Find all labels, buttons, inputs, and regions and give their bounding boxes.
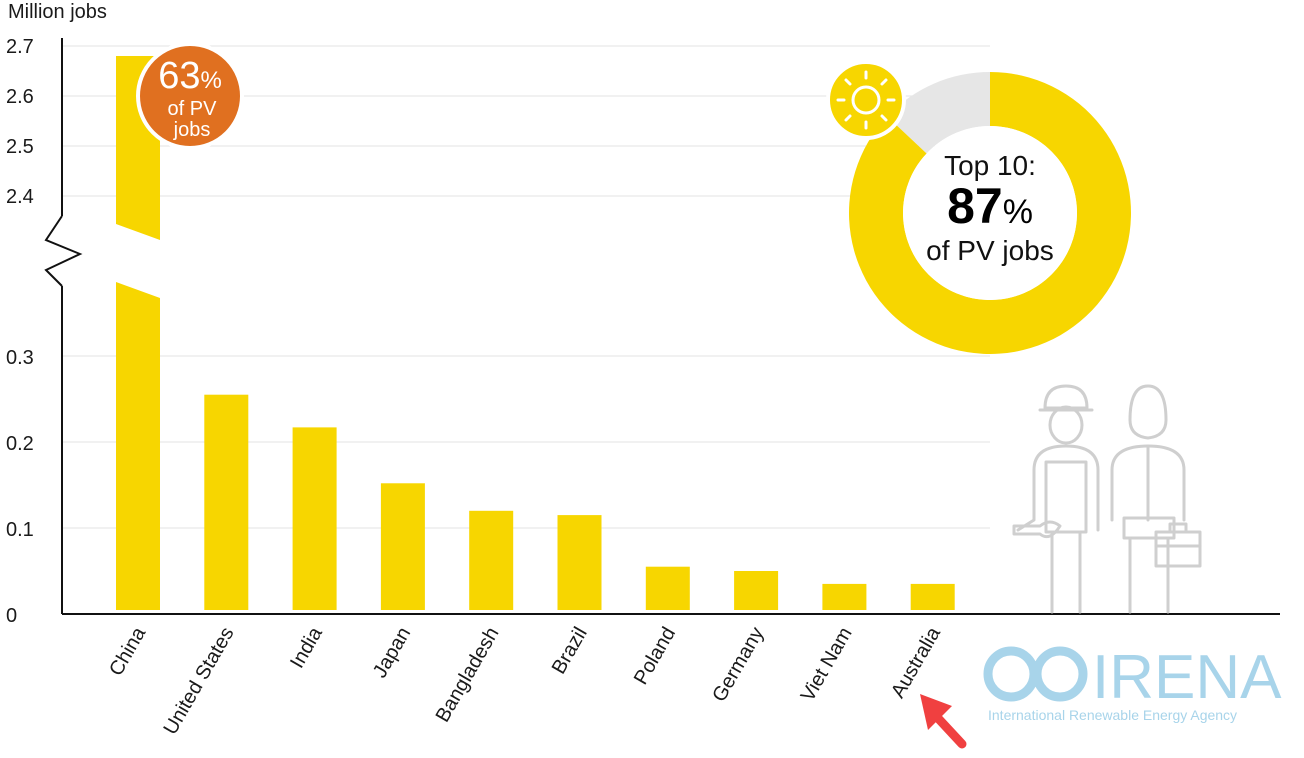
axes (44, 38, 1280, 615)
y-tick-label: 0 (6, 605, 17, 627)
china-share-badge: 63% of PV jobs (136, 42, 244, 150)
badge-line-1: of PV (168, 98, 218, 120)
category-labels: China United States India Japan Bangladesh Br… (105, 623, 945, 739)
y-tick-label: 2.6 (6, 86, 34, 108)
bar (734, 571, 779, 610)
y-tick-labels: 0 0.1 0.2 0.3 2.4 2.5 2.6 2.7 (6, 36, 34, 627)
bar (910, 583, 955, 610)
category-label: United States (160, 624, 239, 739)
donut-caption: of PV jobs (926, 235, 1054, 266)
y-tick-label: 0.3 (6, 347, 34, 369)
y-tick-label: 0.2 (6, 433, 34, 455)
logo-ring-left (983, 646, 1039, 702)
logo-tagline: International Renewable Energy Agency (988, 707, 1237, 723)
logo-wordmark: IRENA (1092, 643, 1282, 712)
y-axis-break (44, 215, 83, 287)
bar (204, 394, 249, 610)
badge-circle (136, 42, 244, 150)
badge-line-2: jobs (173, 119, 211, 141)
y-tick-label: 2.4 (6, 186, 34, 208)
y-tick-label: 0.1 (6, 519, 34, 541)
y-tick-label: 2.5 (6, 136, 34, 158)
category-label: Bangladesh (432, 624, 504, 727)
bar (469, 510, 514, 610)
y-axis-unit-label: Million jobs (8, 1, 107, 23)
category-label: China (105, 623, 151, 680)
top10-donut: Top 10: 87% of PV jobs (848, 72, 1131, 355)
workers-icon (1012, 384, 1202, 614)
red-arrow-icon (920, 694, 967, 749)
donut-hole (903, 126, 1077, 300)
category-label: Poland (630, 624, 680, 689)
bar (645, 566, 690, 610)
bar (822, 583, 867, 610)
category-label: Germany (708, 624, 768, 706)
category-label: Australia (887, 623, 945, 702)
category-label: Brazil (548, 624, 592, 678)
irena-logo: IRENA International Renewable Energy Age… (983, 643, 1282, 723)
bar (557, 515, 602, 610)
category-label: Japan (369, 624, 415, 682)
sun-icon (826, 60, 906, 140)
category-label: India (286, 623, 327, 672)
bar (292, 427, 337, 610)
badge-percent: 63% (158, 55, 222, 97)
category-label: Viet Nam (797, 624, 857, 706)
donut-value: 87% (947, 178, 1033, 234)
donut-top10-share (848, 72, 1131, 355)
bar (380, 483, 425, 610)
logo-ring-right (1032, 646, 1088, 702)
donut-remainder (887, 72, 990, 154)
y-tick-label: 2.7 (6, 36, 34, 58)
bars (116, 56, 955, 610)
donut-headline: Top 10: (944, 150, 1036, 181)
bar (116, 282, 160, 610)
